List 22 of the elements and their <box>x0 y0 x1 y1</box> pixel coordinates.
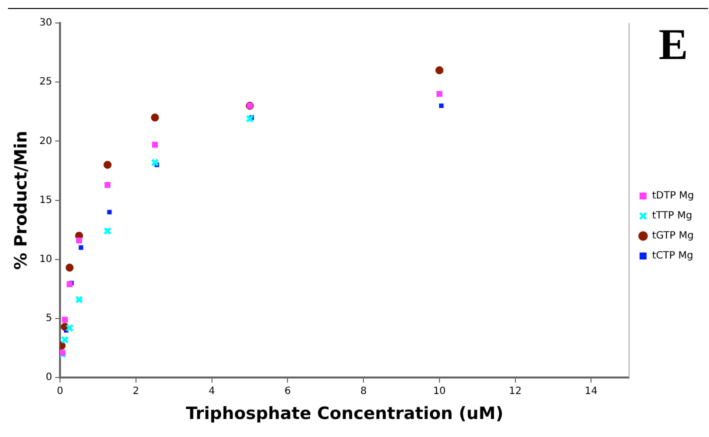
x-tick-label: 10 <box>433 386 446 398</box>
y-tick-label: 10 <box>39 254 52 265</box>
x-tick-label: 12 <box>508 386 522 398</box>
x-tick-label: 8 <box>360 386 367 398</box>
y-tick-label: 0 <box>46 372 52 384</box>
y-axis-title: % Product/Min <box>12 130 32 270</box>
y-tick-label: 5 <box>46 313 52 324</box>
x-tick-label: 4 <box>208 386 216 398</box>
legend-label: tCTP Mg <box>652 250 694 262</box>
x-axis-title: Triphosphate Concentration (uM) <box>186 404 504 424</box>
legend-label: tDTP Mg <box>652 190 694 202</box>
legend-label: tGTP Mg <box>652 230 694 242</box>
y-tick-label: 30 <box>39 18 52 29</box>
text: E <box>658 19 688 70</box>
y-tick-label: 25 <box>39 76 52 88</box>
x-tick-label: 2 <box>132 386 140 398</box>
x-tick-label: 6 <box>284 386 291 398</box>
y-tick-label: 20 <box>39 136 52 147</box>
x-tick-label: 14 <box>584 386 598 398</box>
x-tick-label: 0 <box>56 386 64 398</box>
legend-label: tTTP Mg <box>652 210 692 222</box>
y-tick-label: 15 <box>39 194 52 206</box>
